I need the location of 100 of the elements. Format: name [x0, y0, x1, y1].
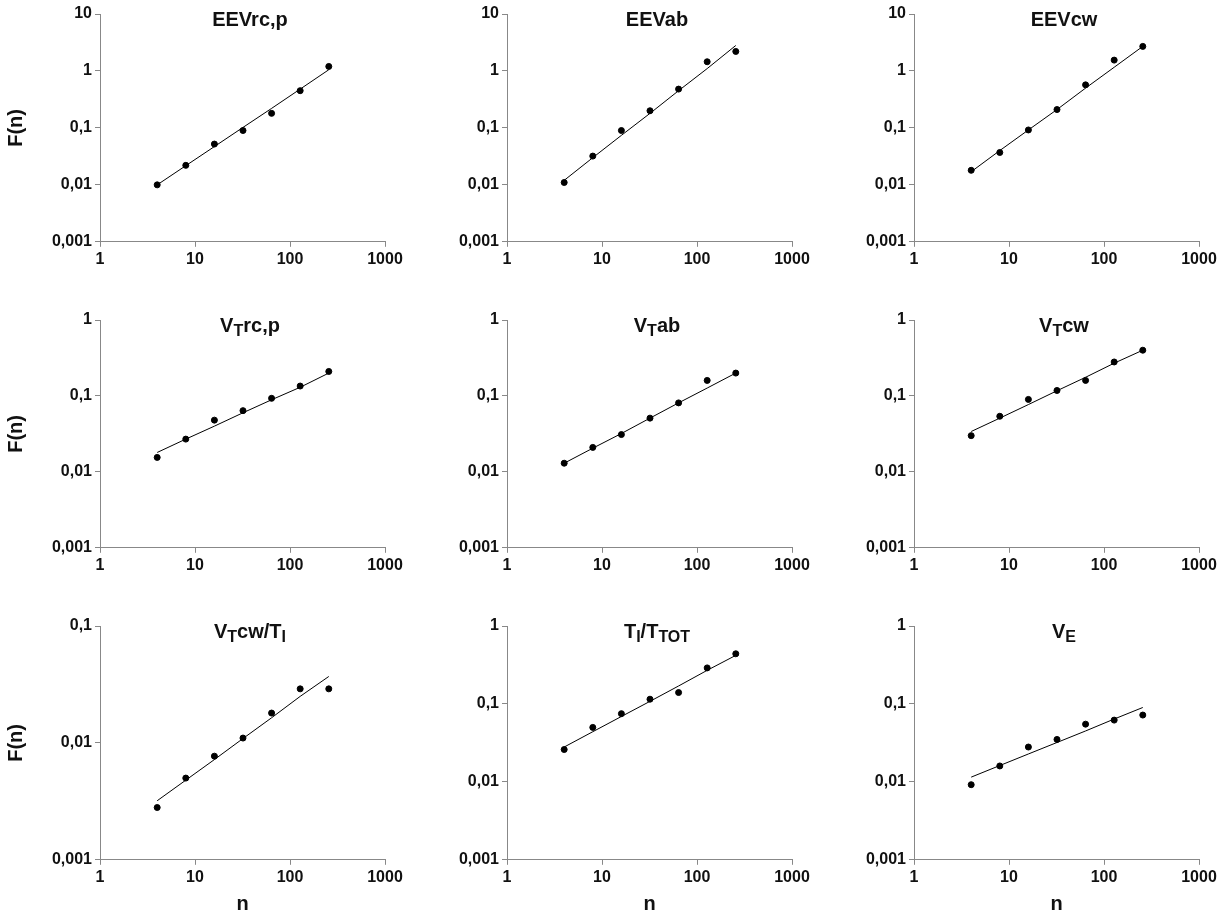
point	[560, 746, 568, 754]
y-tick-label: 0,1	[69, 616, 93, 634]
point	[325, 685, 333, 693]
y-tick-label: 0,001	[458, 232, 500, 250]
y-tick-label: 0,01	[60, 175, 93, 193]
point	[1110, 56, 1118, 64]
point	[646, 107, 654, 115]
y-tick-label: 0,01	[60, 733, 93, 751]
y-tick-label: 0,1	[883, 694, 907, 712]
point	[703, 58, 711, 66]
chart-title: V$_{T}$cw	[1038, 314, 1090, 340]
point	[182, 774, 190, 782]
y-tick-label: 0,1	[883, 386, 907, 404]
x-tick-label: 10	[593, 555, 611, 573]
y-tick-label: 1	[83, 310, 93, 328]
point	[589, 152, 597, 160]
point	[296, 685, 304, 693]
y-tick-label: 0,01	[467, 462, 500, 480]
point	[732, 650, 740, 658]
point	[675, 689, 683, 697]
x-axis-title: n	[643, 891, 656, 914]
y-tick-label: 10	[74, 4, 93, 22]
x-tick-label: 1000	[774, 555, 810, 573]
x-tick-label: 10	[1000, 249, 1018, 267]
point	[1139, 346, 1147, 354]
point	[732, 47, 740, 55]
x-tick-label: 10	[186, 867, 204, 885]
point	[1139, 711, 1147, 719]
point	[675, 85, 683, 93]
x-tick-label: 1000	[774, 867, 810, 885]
chart-title: V$_{E}$	[1051, 620, 1077, 646]
x-tick-label: 100	[1090, 249, 1118, 267]
chart-title: V$_{T}$cw/T$_{I}$	[213, 620, 287, 646]
x-tick-label: 1	[502, 555, 512, 573]
point	[1082, 376, 1090, 384]
x-tick-label: 100	[1090, 867, 1118, 885]
point	[1024, 395, 1032, 403]
x-tick-label: 1	[502, 249, 512, 267]
x-tick-label: 1000	[367, 867, 403, 885]
x-axis-title: n	[1050, 891, 1063, 914]
chart-title: V$_{T}$rc,p	[219, 314, 281, 340]
x-tick-label: 100	[276, 249, 304, 267]
y-tick-label: 0,01	[874, 772, 907, 790]
point	[210, 416, 218, 424]
point	[589, 723, 597, 731]
y-tick-label: 0,001	[865, 232, 907, 250]
y-tick-label: 0,001	[458, 538, 500, 556]
point	[1024, 743, 1032, 751]
point	[239, 734, 247, 742]
point	[1110, 716, 1118, 724]
point	[325, 62, 333, 70]
y-tick-label: 1	[490, 310, 500, 328]
x-tick-label: 1	[909, 555, 919, 573]
point	[646, 695, 654, 703]
y-tick-label: 0,001	[51, 232, 93, 250]
y-tick-label: 1	[897, 616, 907, 634]
point	[325, 367, 333, 375]
y-tick-label: 10	[481, 4, 500, 22]
y-tick-label: 0,001	[458, 850, 500, 868]
y-tick-label: 0,001	[51, 850, 93, 868]
point	[617, 710, 625, 718]
x-tick-label: 10	[1000, 867, 1018, 885]
x-tick-label: 100	[1090, 555, 1118, 573]
x-tick-label: 1000	[367, 249, 403, 267]
x-tick-label: 1	[95, 867, 105, 885]
point	[967, 166, 975, 174]
x-tick-label: 1	[502, 867, 512, 885]
chart-title: V$_{T}$ab	[632, 314, 682, 340]
y-tick-label: 1	[83, 61, 93, 79]
point	[617, 127, 625, 135]
x-tick-label: 100	[683, 555, 711, 573]
x-tick-label: 10	[593, 867, 611, 885]
point	[967, 781, 975, 789]
y-tick-label: 0,01	[467, 772, 500, 790]
x-tick-label: 1000	[1181, 867, 1217, 885]
point	[153, 181, 161, 189]
x-tick-label: 10	[186, 555, 204, 573]
x-tick-label: 1	[95, 555, 105, 573]
y-tick-label: 0,1	[69, 386, 93, 404]
point	[268, 109, 276, 117]
y-tick-label: 1	[490, 616, 500, 634]
y-tick-label: 1	[897, 310, 907, 328]
y-tick-label: 0,1	[476, 118, 500, 136]
chart-title: T$_{I}$/T$_{TOT}$	[622, 620, 692, 646]
point	[732, 369, 740, 377]
y-tick-label: 0,01	[60, 462, 93, 480]
y-tick-label: 0,1	[883, 118, 907, 136]
point	[153, 453, 161, 461]
y-tick-label: 0,001	[51, 538, 93, 556]
point	[617, 431, 625, 439]
point	[560, 459, 568, 467]
y-axis-title: F(n)	[3, 724, 26, 762]
x-tick-label: 10	[593, 249, 611, 267]
y-tick-label: 0,001	[865, 538, 907, 556]
point	[210, 140, 218, 148]
point	[703, 664, 711, 672]
y-tick-label: 10	[888, 4, 907, 22]
point	[996, 412, 1004, 420]
x-tick-label: 1	[909, 867, 919, 885]
point	[1053, 735, 1061, 743]
